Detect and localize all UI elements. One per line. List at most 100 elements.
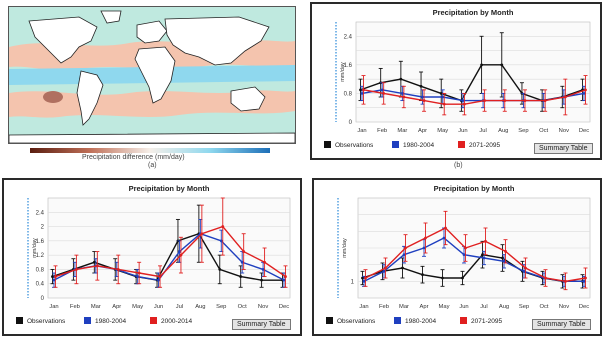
data-point bbox=[504, 249, 507, 253]
data-point bbox=[260, 278, 263, 282]
x-tick-label: Apr bbox=[418, 128, 427, 134]
data-point bbox=[582, 279, 586, 283]
summary-table-button[interactable]: Summary Table bbox=[232, 319, 291, 330]
data-point bbox=[242, 250, 246, 253]
x-tick-label: Jan bbox=[357, 128, 366, 134]
y-tick-label: 1.6 bbox=[344, 63, 353, 69]
data-point bbox=[442, 102, 446, 106]
data-point bbox=[421, 273, 424, 277]
summary-table-button[interactable]: Summary Table bbox=[532, 319, 591, 330]
data-point bbox=[563, 95, 567, 99]
series-line bbox=[55, 225, 286, 278]
data-point bbox=[462, 253, 466, 257]
data-point bbox=[359, 88, 362, 92]
x-tick-label: Feb bbox=[70, 304, 80, 310]
chart-panel-top-right: Precipitation by Month 0 0.8 1.6 2.4 mm/day Ja… bbox=[310, 2, 602, 160]
x-tick-label: Feb bbox=[379, 304, 389, 310]
x-tick-label: Nov bbox=[559, 304, 569, 310]
y-axis-label: mm/day bbox=[342, 238, 348, 258]
legend-label: 1980-2004 bbox=[405, 318, 436, 325]
legend-label: 2071-2095 bbox=[471, 318, 502, 325]
greenland bbox=[100, 10, 122, 24]
x-tick-label: May bbox=[437, 128, 448, 134]
data-point bbox=[239, 275, 243, 278]
data-point bbox=[400, 92, 404, 95]
y-tick-label: 2.4 bbox=[344, 34, 353, 40]
legend-label: Observations bbox=[337, 318, 376, 325]
data-point bbox=[364, 276, 367, 280]
data-point bbox=[500, 63, 504, 67]
x-tick-label: Jun bbox=[458, 128, 467, 134]
north-america bbox=[28, 16, 98, 64]
data-point bbox=[158, 275, 162, 278]
south-america bbox=[76, 70, 104, 126]
antarctica bbox=[9, 132, 295, 143]
asia bbox=[164, 16, 270, 66]
data-point bbox=[523, 99, 527, 102]
world-map bbox=[8, 6, 296, 144]
chart-title: Precipitation by Month bbox=[433, 8, 514, 17]
chart-bottom-right: Precipitation by Month 1 mm/day Jan Feb Mar Ap… bbox=[326, 184, 591, 325]
x-tick-label: Oct bbox=[539, 304, 548, 310]
legend-swatch bbox=[84, 317, 91, 324]
y-tick-label: 1 bbox=[351, 279, 355, 285]
summary-table-button[interactable]: Summary Table bbox=[534, 143, 593, 154]
x-tick-label: Oct bbox=[539, 128, 548, 134]
legend-label: 2000-2014 bbox=[161, 318, 192, 325]
data-point bbox=[441, 95, 445, 99]
colorbar bbox=[30, 148, 270, 153]
chart-title: Precipitation by Month bbox=[434, 184, 515, 193]
x-tick-label: Mar bbox=[397, 128, 407, 134]
data-point bbox=[219, 239, 223, 243]
legend-label: 1980-2004 bbox=[95, 318, 126, 325]
y-tick-label: 1.2 bbox=[36, 253, 45, 259]
data-point bbox=[464, 246, 467, 250]
x-tick-label: Nov bbox=[559, 128, 569, 134]
data-point bbox=[51, 275, 54, 278]
data-point bbox=[200, 232, 204, 236]
x-tick-label: Sep bbox=[518, 128, 528, 134]
y-tick-label: 0.4 bbox=[36, 282, 45, 288]
data-point bbox=[461, 99, 465, 102]
y-axis-label: mm/day bbox=[32, 238, 38, 258]
x-tick-label: Aug bbox=[499, 304, 509, 310]
data-point bbox=[584, 276, 587, 280]
data-point bbox=[484, 239, 487, 243]
data-point bbox=[503, 99, 507, 102]
x-tick-label: May bbox=[132, 304, 143, 310]
data-point bbox=[240, 260, 244, 264]
data-point bbox=[401, 266, 404, 270]
map-panel: Precipitation difference (mm/day) (a) bbox=[2, 2, 302, 170]
legend-swatch bbox=[326, 317, 333, 324]
plot-area bbox=[355, 21, 591, 123]
chart-panel-bottom-right: Precipitation by Month 1 mm/day Jan Feb Mar Ap… bbox=[312, 178, 602, 336]
data-point bbox=[422, 99, 426, 102]
legend-swatch bbox=[324, 141, 331, 148]
data-point bbox=[481, 253, 484, 257]
world-map-svg bbox=[9, 7, 295, 143]
data-point bbox=[543, 99, 547, 102]
legend-label: Observations bbox=[335, 142, 374, 149]
x-tick-label: Dec bbox=[579, 304, 589, 310]
data-point bbox=[380, 88, 384, 92]
data-point bbox=[52, 278, 56, 282]
data-point bbox=[461, 276, 464, 280]
y-tick-label: 0.8 bbox=[344, 91, 353, 97]
plot-area bbox=[47, 197, 291, 299]
data-point bbox=[424, 236, 427, 240]
x-tick-label: Sep bbox=[216, 304, 226, 310]
data-point bbox=[524, 266, 527, 270]
data-point bbox=[136, 275, 140, 278]
colorbar-caption: Precipitation difference (mm/day) bbox=[82, 154, 185, 161]
y-tick-label: 2 bbox=[41, 225, 45, 231]
legend-label: Observations bbox=[27, 318, 66, 325]
y-tick-label: 0 bbox=[41, 296, 45, 302]
data-point bbox=[362, 279, 366, 283]
africa bbox=[134, 46, 176, 104]
x-tick-label: Oct bbox=[238, 304, 247, 310]
x-tick-label: Jul bbox=[479, 128, 486, 134]
x-tick-label: Apr bbox=[419, 304, 428, 310]
data-point bbox=[116, 268, 120, 271]
x-tick-label: Apr bbox=[112, 304, 121, 310]
data-point bbox=[95, 264, 99, 268]
